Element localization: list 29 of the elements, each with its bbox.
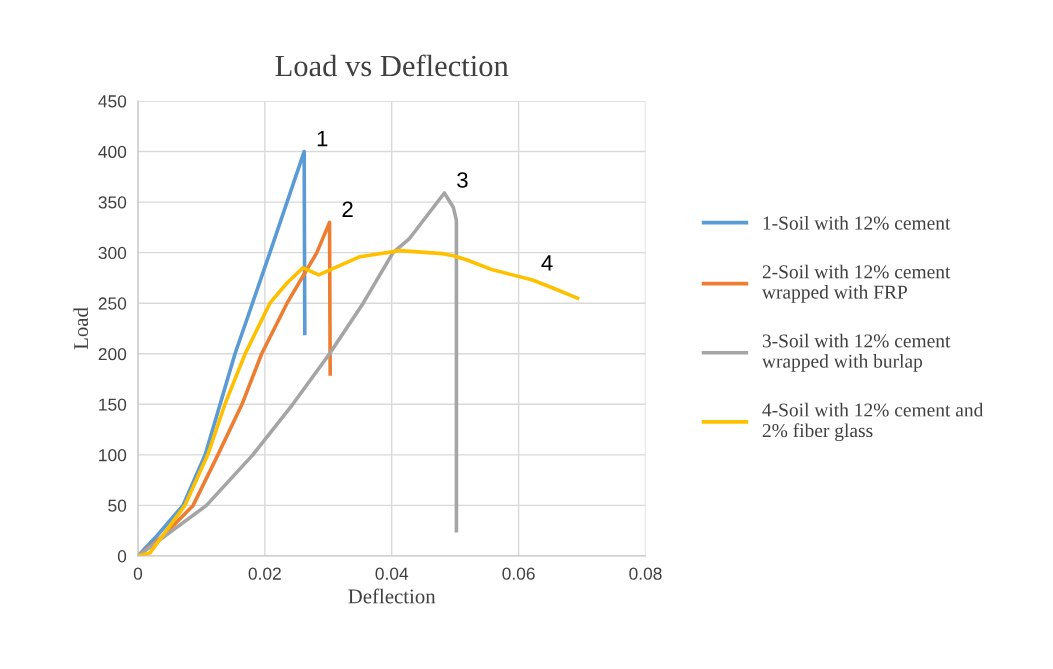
line-series	[137, 220, 332, 556]
x-tick-label: 0.04	[375, 567, 409, 580]
y-tick-label: 200	[98, 347, 127, 361]
legend-label: 2-Soil with 12% cement wrapped with FRP	[761, 264, 951, 303]
line-series	[137, 248, 580, 556]
annotation: 4	[541, 255, 553, 271]
y-tick-label: 150	[99, 398, 127, 411]
y-tick-label: 400	[98, 145, 127, 159]
x-tick-label: 0.06	[502, 567, 535, 580]
y-tick-label: 350	[98, 196, 127, 209]
y-tick-label: 250	[98, 297, 127, 310]
x-tick-label: 0.08	[629, 567, 662, 580]
annotation: 2	[342, 201, 353, 217]
y-tick-label: 50	[108, 499, 127, 512]
y-tick-label: 300	[98, 246, 127, 260]
annotation: 1	[317, 130, 328, 147]
annotation: 3	[457, 172, 468, 188]
y-axis-title: Load	[73, 307, 89, 350]
x-axis-title: Deflection	[348, 588, 436, 604]
line-series	[137, 191, 459, 556]
y-tick-label: 100	[99, 449, 127, 462]
chart-title: Load vs Deflection	[275, 54, 509, 77]
y-tick-label: 0	[117, 550, 127, 563]
legend-label: 4-Soil with 12% cement and 2% fiber glass	[762, 402, 984, 442]
x-tick-label: 0.02	[248, 567, 281, 580]
x-tick-label: 0	[133, 567, 143, 580]
y-tick-label: 450	[98, 95, 127, 108]
legend-label: 3-Soil with 12% cement wrapped with burlap	[761, 333, 951, 372]
legend-label: 1-Soil with 12% cement	[763, 215, 951, 230]
